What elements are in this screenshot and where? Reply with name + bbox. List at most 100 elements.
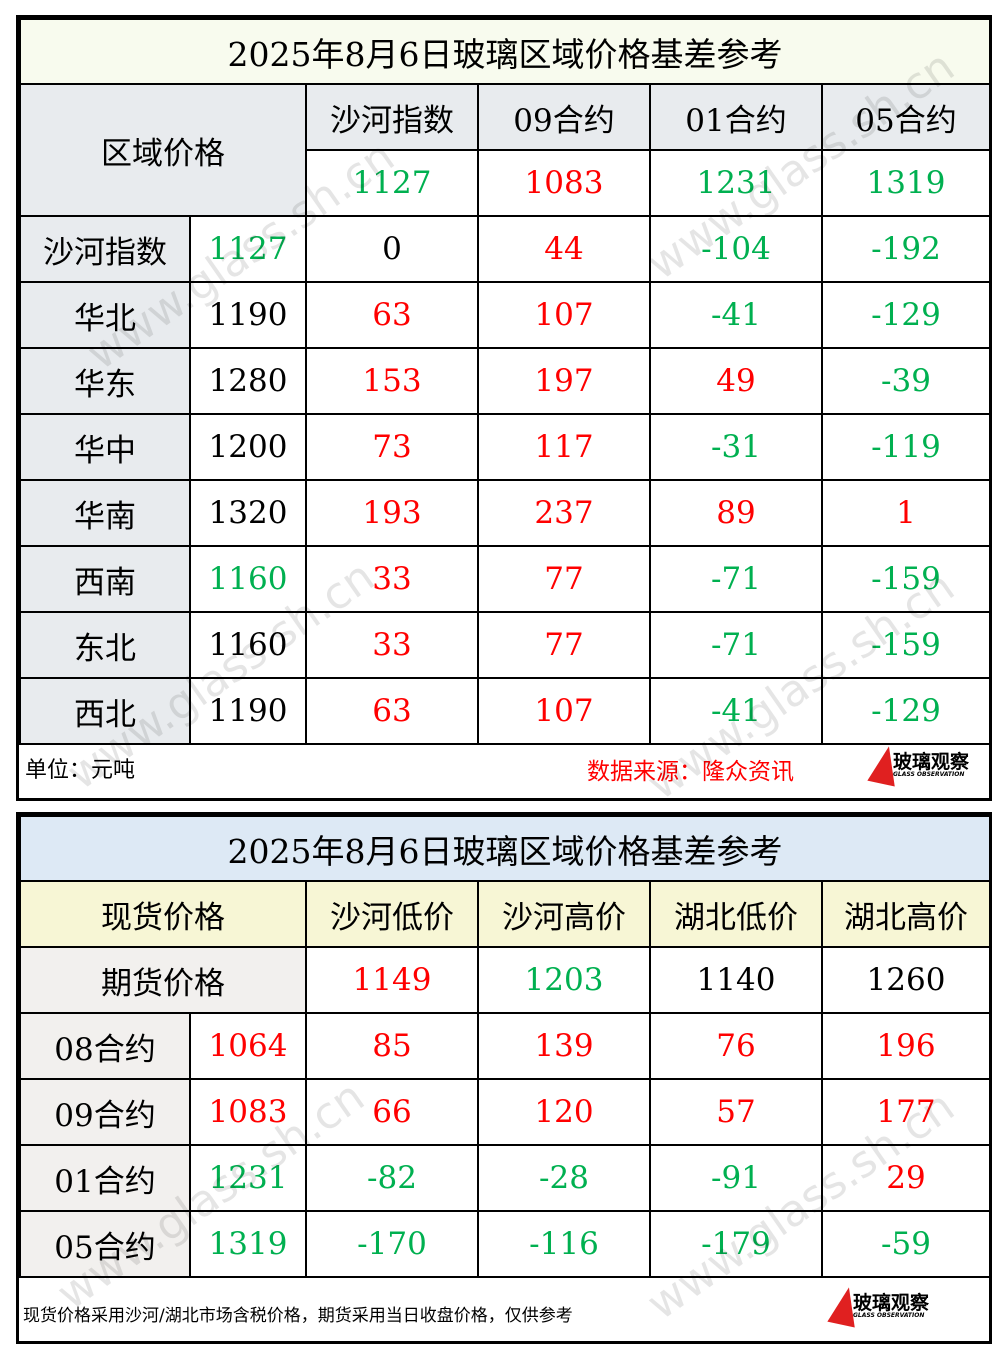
table-row: 华南 1320 193 237 89 1 [19,479,992,547]
basis-value: -39 [820,347,992,415]
row-price: 1083 [189,1078,307,1146]
basis-value: -104 [649,215,823,283]
basis-value: 0 [305,215,479,283]
basis-value: -82 [305,1144,479,1212]
basis-value: -129 [820,281,992,349]
basis-value: 33 [305,545,479,613]
column-header: 09合约 [477,83,651,151]
basis-value: -179 [649,1210,823,1278]
futures-price-label: 期货价格 [19,946,307,1014]
column-price: 1127 [305,149,479,217]
row-price: 1190 [189,677,307,745]
basis-value: -159 [820,545,992,613]
table-title: 2025年8月6日玻璃区域价格基差参考 [18,18,992,85]
basis-value: 63 [305,281,479,349]
basis-value: 107 [477,677,651,745]
basis-value: 29 [820,1144,992,1212]
table-row: 05合约 1319 -170 -116 -179 -59 [19,1210,992,1278]
row-price: 1160 [189,545,307,613]
logo-subtext: GLASS OBSERVATION [893,770,965,778]
column-header: 沙河高价 [477,880,651,948]
table-footer: 单位：元吨 数据来源：隆众资讯 玻璃观察 GLASS OBSERVATION [19,734,989,798]
basis-value: 77 [477,545,651,613]
table-row: 08合约 1064 85 139 76 196 [19,1012,992,1080]
column-header: 湖北高价 [820,880,992,948]
column-header: 05合约 [820,83,992,151]
row-price: 1200 [189,413,307,481]
logo-text: 玻璃观察 [853,1291,930,1314]
row-label: 华北 [19,281,191,349]
basis-value: 193 [305,479,479,547]
row-price: 1064 [189,1012,307,1080]
basis-value: 117 [477,413,651,481]
basis-value: 120 [477,1078,651,1146]
corner-label: 区域价格 [19,83,307,217]
row-label: 西北 [19,677,191,745]
basis-value: 77 [477,611,651,679]
basis-value: 153 [305,347,479,415]
column-price: 1319 [820,149,992,217]
basis-value: 33 [305,611,479,679]
regional-basis-panel: 2025年8月6日玻璃区域价格基差参考 区域价格 沙河指数 09合约 01合约 05合约… [16,15,992,801]
basis-value: -159 [820,611,992,679]
table-footer: 现货价格采用沙河/湖北市场含税价格，期货采用当日收盘价格，仅供参考 玻璃观察 GL… [19,1279,989,1341]
basis-value: 139 [477,1012,651,1080]
basis-value: -192 [820,215,992,283]
column-header: 湖北低价 [649,880,823,948]
basis-value: 237 [477,479,651,547]
column-price: 1140 [649,946,823,1014]
column-price: 1149 [305,946,479,1014]
spot-futures-basis-table: 2025年8月6日玻璃区域价格基差参考 现货价格 沙河低价 沙河高价 湖北低价 湖北高价… [18,815,992,1278]
basis-value: -31 [649,413,823,481]
basis-value: -91 [649,1144,823,1212]
basis-value: 63 [305,677,479,745]
basis-value: -170 [305,1210,479,1278]
basis-value: -116 [477,1210,651,1278]
basis-value: -28 [477,1144,651,1212]
row-label: 沙河指数 [19,215,191,283]
column-header: 沙河指数 [305,83,479,151]
basis-value: -41 [649,677,823,745]
basis-value: 1 [820,479,992,547]
glass-observation-logo: 玻璃观察 GLASS OBSERVATION [827,1284,930,1328]
basis-value: 197 [477,347,651,415]
column-price: 1083 [477,149,651,217]
row-price: 1127 [189,215,307,283]
regional-basis-table: 2025年8月6日玻璃区域价格基差参考 区域价格 沙河指数 09合约 01合约 05合约… [18,18,992,745]
row-label: 华南 [19,479,191,547]
source-label: 数据来源：隆众资讯 [587,759,794,785]
basis-value: 73 [305,413,479,481]
row-price: 1231 [189,1144,307,1212]
table-row: 沙河指数 1127 0 44 -104 -192 [19,215,992,283]
glass-observation-logo: 玻璃观察 GLASS OBSERVATION [867,743,970,787]
table-row: 09合约 1083 66 120 57 177 [19,1078,992,1146]
table-title: 2025年8月6日玻璃区域价格基差参考 [18,815,992,882]
row-label: 东北 [19,611,191,679]
basis-value: 49 [649,347,823,415]
basis-value: 196 [820,1012,992,1080]
spot-price-label: 现货价格 [19,880,307,948]
logo-subtext: GLASS OBSERVATION [853,1311,925,1319]
row-price: 1320 [189,479,307,547]
row-label: 华中 [19,413,191,481]
row-price: 1160 [189,611,307,679]
basis-value: 66 [305,1078,479,1146]
column-price: 1231 [649,149,823,217]
row-label: 华东 [19,347,191,415]
basis-value: -71 [649,545,823,613]
row-price: 1280 [189,347,307,415]
row-label: 西南 [19,545,191,613]
logo-text: 玻璃观察 [893,750,970,773]
basis-value: -119 [820,413,992,481]
basis-value: 44 [477,215,651,283]
spot-futures-basis-panel: 2025年8月6日玻璃区域价格基差参考 现货价格 沙河低价 沙河高价 湖北低价 湖北高价… [16,812,992,1344]
basis-value: -41 [649,281,823,349]
basis-value: -129 [820,677,992,745]
basis-value: 57 [649,1078,823,1146]
star-icon [827,1284,863,1328]
row-label: 08合约 [19,1012,191,1080]
basis-value: 107 [477,281,651,349]
table-row: 东北 1160 33 77 -71 -159 [19,611,992,679]
row-label: 01合约 [19,1144,191,1212]
table-row: 华东 1280 153 197 49 -39 [19,347,992,415]
